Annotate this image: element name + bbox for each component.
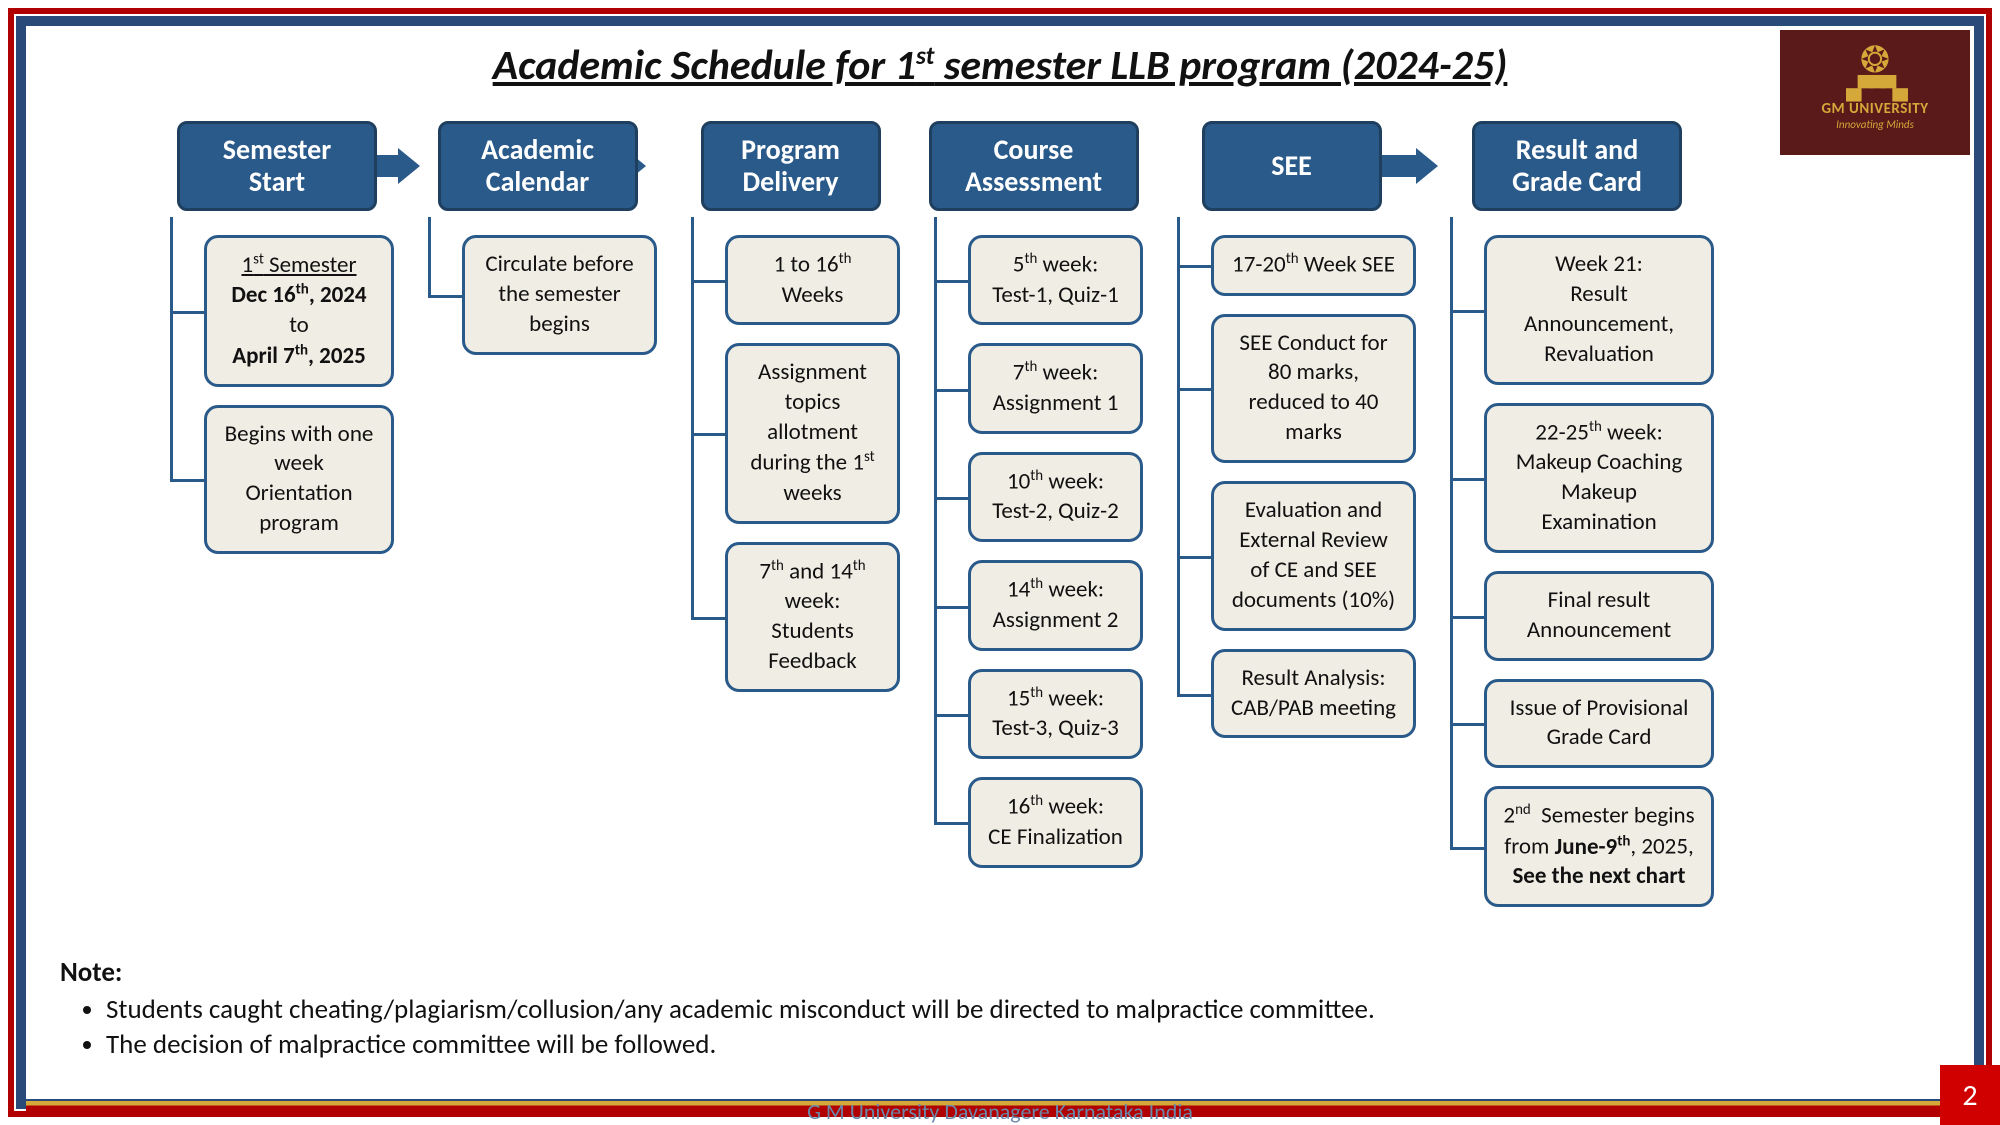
flow-column-delivery: Program Delivery 1 to 16th Weeks Assignmen… [681, 121, 900, 692]
branch-row: 16th week:CE Finalization [924, 777, 1143, 867]
item-box: 15th week:Test-3, Quiz-3 [968, 669, 1143, 759]
branch-wrap: Circulate before the semester begins [418, 217, 657, 355]
item-box: Result Analysis: CAB/PAB meeting [1211, 649, 1416, 739]
flow-column-result: Result and Grade CardWeek 21:Result Anno… [1440, 121, 1714, 907]
flow-column-calendar: Academic Calendar Circulate before the se… [418, 121, 657, 355]
item-box: 7th week:Assignment 1 [968, 343, 1143, 433]
page-number: 2 [1940, 1065, 2000, 1125]
item-box: Final result Announcement [1484, 571, 1714, 661]
item-box: Circulate before the semester begins [462, 235, 657, 355]
column-header: Course Assessment [929, 121, 1139, 211]
notes-section: Note: Students caught cheating/plagiaris… [60, 956, 1375, 1063]
branch-row: 17-20th Week SEE [1167, 235, 1416, 296]
branch-row: 5th week:Test-1, Quiz-1 [924, 235, 1143, 325]
item-box: 1 to 16th Weeks [725, 235, 900, 325]
branch-row: 22-25th week:Makeup Coaching Makeup Exam… [1440, 403, 1714, 553]
logo-tree-icon: ❂ [1780, 42, 1970, 78]
branch-row: 10th week:Test-2, Quiz-2 [924, 452, 1143, 542]
item-box: 2nd Semester begins from June-9th, 2025,… [1484, 786, 1714, 907]
column-header: Program Delivery [701, 121, 881, 211]
item-box: Evaluation and External Review of CE and… [1211, 481, 1416, 631]
column-header: Academic Calendar [438, 121, 638, 211]
branch-row: Issue of Provisional Grade Card [1440, 679, 1714, 769]
branch-row: Evaluation and External Review of CE and… [1167, 481, 1416, 631]
branch-row: 7th and 14th week:Students Feedback [681, 542, 900, 692]
notes-title: Note: [60, 956, 1375, 989]
item-box: 7th and 14th week:Students Feedback [725, 542, 900, 692]
item-box: 10th week:Test-2, Quiz-2 [968, 452, 1143, 542]
branch-row: Circulate before the semester begins [418, 235, 657, 355]
flow-column-see: SEE 17-20th Week SEE SEE Conduct for 80 ma… [1167, 121, 1416, 738]
column-header: Semester Start [177, 121, 377, 211]
item-box: 22-25th week:Makeup Coaching Makeup Exam… [1484, 403, 1714, 553]
page-title: Academic Schedule for 1st semester LLB p… [30, 40, 1970, 91]
note-item: Students caught cheating/plagiarism/coll… [106, 993, 1375, 1026]
flow-column-semstart: Semester Start 1st SemesterDec 16th, 2024… [160, 121, 394, 554]
item-box: 1st SemesterDec 16th, 2024toApril 7th, 2… [204, 235, 394, 387]
logo-book-icon: ▄▀▀▀▄ [1780, 78, 1970, 98]
branch-row: 14th week:Assignment 2 [924, 560, 1143, 650]
item-box: Assignment topics allotment during the 1… [725, 343, 900, 523]
branch-wrap: 1 to 16th Weeks Assignment topics allotme… [681, 217, 900, 692]
footer-text: G M University Davanagere Karnataka Indi… [0, 1098, 2000, 1125]
branch-wrap: 5th week:Test-1, Quiz-1 7th week:Assignme… [924, 217, 1143, 868]
slide-content: ❂ ▄▀▀▀▄ GM UNIVERSITY Innovating Minds A… [30, 30, 1970, 1095]
branch-row: Begins with one week Orientation program [160, 405, 394, 555]
branch-row: 2nd Semester begins from June-9th, 2025,… [1440, 786, 1714, 907]
item-box: Week 21:Result Announcement, Revaluation [1484, 235, 1714, 385]
note-item: The decision of malpractice committee wi… [106, 1028, 1375, 1061]
branch-wrap: Week 21:Result Announcement, Revaluation… [1440, 217, 1714, 907]
item-box: 5th week:Test-1, Quiz-1 [968, 235, 1143, 325]
branch-row: 7th week:Assignment 1 [924, 343, 1143, 433]
branch-row: Result Analysis: CAB/PAB meeting [1167, 649, 1416, 739]
branch-row: Final result Announcement [1440, 571, 1714, 661]
branch-row: 1st SemesterDec 16th, 2024toApril 7th, 2… [160, 235, 394, 387]
column-header: Result and Grade Card [1472, 121, 1682, 211]
branch-row: 15th week:Test-3, Quiz-3 [924, 669, 1143, 759]
branch-wrap: 17-20th Week SEE SEE Conduct for 80 marks… [1167, 217, 1416, 738]
branch-wrap: 1st SemesterDec 16th, 2024toApril 7th, 2… [160, 217, 394, 554]
flow-diagram: Semester Start 1st SemesterDec 16th, 2024… [30, 121, 1970, 907]
item-box: 17-20th Week SEE [1211, 235, 1416, 296]
branch-row: Week 21:Result Announcement, Revaluation [1440, 235, 1714, 385]
logo-university-name: GM UNIVERSITY [1780, 100, 1970, 118]
flow-column-assessment: Course Assessment5th week:Test-1, Quiz-1… [924, 121, 1143, 868]
item-box: 14th week:Assignment 2 [968, 560, 1143, 650]
item-box: 16th week:CE Finalization [968, 777, 1143, 867]
item-box: SEE Conduct for 80 marks, reduced to 40 … [1211, 314, 1416, 464]
column-header: SEE [1202, 121, 1382, 211]
branch-row: SEE Conduct for 80 marks, reduced to 40 … [1167, 314, 1416, 464]
item-box: Issue of Provisional Grade Card [1484, 679, 1714, 769]
branch-row: 1 to 16th Weeks [681, 235, 900, 325]
notes-list: Students caught cheating/plagiarism/coll… [60, 993, 1375, 1061]
branch-row: Assignment topics allotment during the 1… [681, 343, 900, 523]
item-box: Begins with one week Orientation program [204, 405, 394, 555]
